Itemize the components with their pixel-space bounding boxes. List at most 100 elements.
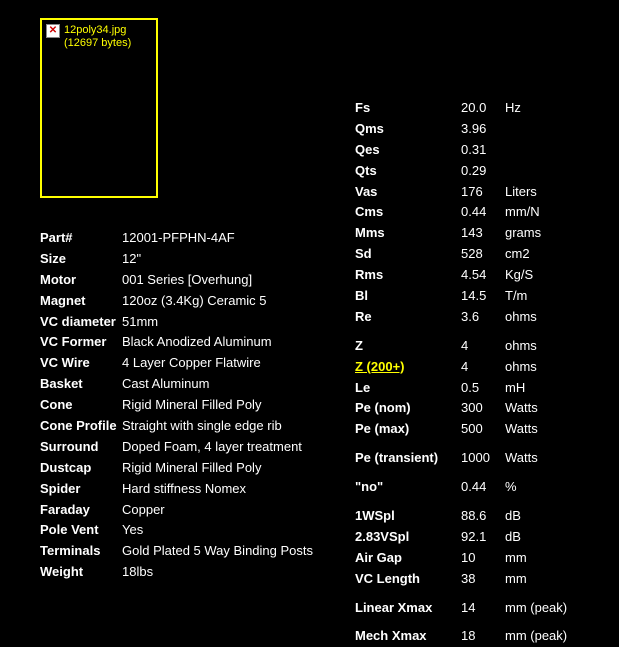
spacer-row <box>355 440 595 448</box>
table-row: Fs20.0Hz <box>355 98 595 119</box>
table-row: Air Gap10mm <box>355 548 595 569</box>
spec-value: 12" <box>122 249 325 270</box>
spec-value: 4 <box>461 336 505 357</box>
spec-unit: grams <box>505 223 595 244</box>
table-row: VC Length38mm <box>355 569 595 590</box>
spec-value: 20.0 <box>461 98 505 119</box>
table-row: Linear Xmax14mm (peak) <box>355 598 595 619</box>
spec-value: 88.6 <box>461 506 505 527</box>
spec-label: Mms <box>355 223 461 244</box>
spec-value: 001 Series [Overhung] <box>122 270 325 291</box>
spec-value: Hard stiffness Nomex <box>122 479 325 500</box>
spec-unit <box>505 140 595 161</box>
table-row: Pe (max)500Watts <box>355 419 595 440</box>
spec-value: 0.5 <box>461 378 505 399</box>
table-row: "no"0.44% <box>355 477 595 498</box>
spec-label: Bl <box>355 286 461 307</box>
table-row: Mms143grams <box>355 223 595 244</box>
table-row: DustcapRigid Mineral Filled Poly <box>40 458 325 479</box>
spec-label: Le <box>355 378 461 399</box>
spec-value: 51mm <box>122 312 325 333</box>
table-row: Le0.5mH <box>355 378 595 399</box>
spec-label: Faraday <box>40 500 122 521</box>
broken-image: 12poly34.jpg (12697 bytes) <box>46 24 152 50</box>
spec-label: VC Former <box>40 332 122 353</box>
spec-unit: Liters <box>505 182 595 203</box>
spec-value: 38 <box>461 569 505 590</box>
spec-label: Spider <box>40 479 122 500</box>
spec-label: Qts <box>355 161 461 182</box>
broken-image-icon <box>46 24 60 38</box>
spec-unit: T/m <box>505 286 595 307</box>
spec-label: Linear Xmax <box>355 598 461 619</box>
spec-value: Black Anodized Aluminum <box>122 332 325 353</box>
table-row: Vas176Liters <box>355 182 595 203</box>
spec-label: Pe (max) <box>355 419 461 440</box>
spec-label: Z <box>355 336 461 357</box>
spec-value: 4.54 <box>461 265 505 286</box>
specs-left-table: Part#12001-PFPHN-4AFSize12"Motor001 Seri… <box>40 228 325 583</box>
spec-label: Weight <box>40 562 122 583</box>
spec-value: 3.6 <box>461 307 505 328</box>
spec-value: Rigid Mineral Filled Poly <box>122 458 325 479</box>
spec-value: Rigid Mineral Filled Poly <box>122 395 325 416</box>
image-caption: 12poly34.jpg (12697 bytes) <box>64 24 131 50</box>
spec-value: 4 Layer Copper Flatwire <box>122 353 325 374</box>
spec-label: Part# <box>40 228 122 249</box>
spec-unit: mm/N <box>505 202 595 223</box>
spec-label: VC Wire <box>40 353 122 374</box>
spec-label: 2.83VSpl <box>355 527 461 548</box>
spec-unit: mm <box>505 569 595 590</box>
spec-label-link[interactable]: Z (200+) <box>355 357 461 378</box>
spec-label: Vas <box>355 182 461 203</box>
spec-value: 14 <box>461 598 505 619</box>
spec-value: Copper <box>122 500 325 521</box>
image-placeholder-box: 12poly34.jpg (12697 bytes) <box>40 18 158 198</box>
spec-value: 18lbs <box>122 562 325 583</box>
spec-unit: ohms <box>505 357 595 378</box>
table-row: Z4ohms <box>355 336 595 357</box>
spec-label: Rms <box>355 265 461 286</box>
spec-unit: mm <box>505 548 595 569</box>
table-row: Cms0.44mm/N <box>355 202 595 223</box>
spec-label: Qms <box>355 119 461 140</box>
specs-right-table: Fs20.0HzQms3.96Qes0.31Qts0.29Vas176Liter… <box>355 98 595 647</box>
spec-label: Surround <box>40 437 122 458</box>
spec-value: Straight with single edge rib <box>122 416 325 437</box>
spec-value: 120oz (3.4Kg) Ceramic 5 <box>122 291 325 312</box>
spec-label: Magnet <box>40 291 122 312</box>
table-row: SpiderHard stiffness Nomex <box>40 479 325 500</box>
table-row: Qts0.29 <box>355 161 595 182</box>
spacer-row <box>355 328 595 336</box>
spec-unit: dB <box>505 506 595 527</box>
table-row: SurroundDoped Foam, 4 layer treatment <box>40 437 325 458</box>
spec-label: "no" <box>355 477 461 498</box>
spec-value: 0.44 <box>461 202 505 223</box>
spec-unit: mH <box>505 378 595 399</box>
spacer-row <box>355 618 595 626</box>
table-row: Z (200+)4ohms <box>355 357 595 378</box>
spec-value: 143 <box>461 223 505 244</box>
spec-label: Qes <box>355 140 461 161</box>
spec-value: Doped Foam, 4 layer treatment <box>122 437 325 458</box>
spec-value: 92.1 <box>461 527 505 548</box>
table-row: Cone ProfileStraight with single edge ri… <box>40 416 325 437</box>
right-column: Fs20.0HzQms3.96Qes0.31Qts0.29Vas176Liter… <box>355 18 595 626</box>
spec-value: 0.44 <box>461 477 505 498</box>
spec-value: 10 <box>461 548 505 569</box>
spec-unit: Hz <box>505 98 595 119</box>
spec-label: Fs <box>355 98 461 119</box>
spec-value: 1000 <box>461 448 505 469</box>
spec-label: Motor <box>40 270 122 291</box>
spec-value: 176 <box>461 182 505 203</box>
impedance-link[interactable]: Z (200+) <box>355 359 405 374</box>
table-row: Bl14.5T/m <box>355 286 595 307</box>
table-row: 1WSpl88.6dB <box>355 506 595 527</box>
spec-value: 500 <box>461 419 505 440</box>
spacer-row <box>355 590 595 598</box>
spec-unit: ohms <box>505 336 595 357</box>
table-row: FaradayCopper <box>40 500 325 521</box>
table-row: Re3.6ohms <box>355 307 595 328</box>
spec-value: Gold Plated 5 Way Binding Posts <box>122 541 325 562</box>
table-row: Size12" <box>40 249 325 270</box>
